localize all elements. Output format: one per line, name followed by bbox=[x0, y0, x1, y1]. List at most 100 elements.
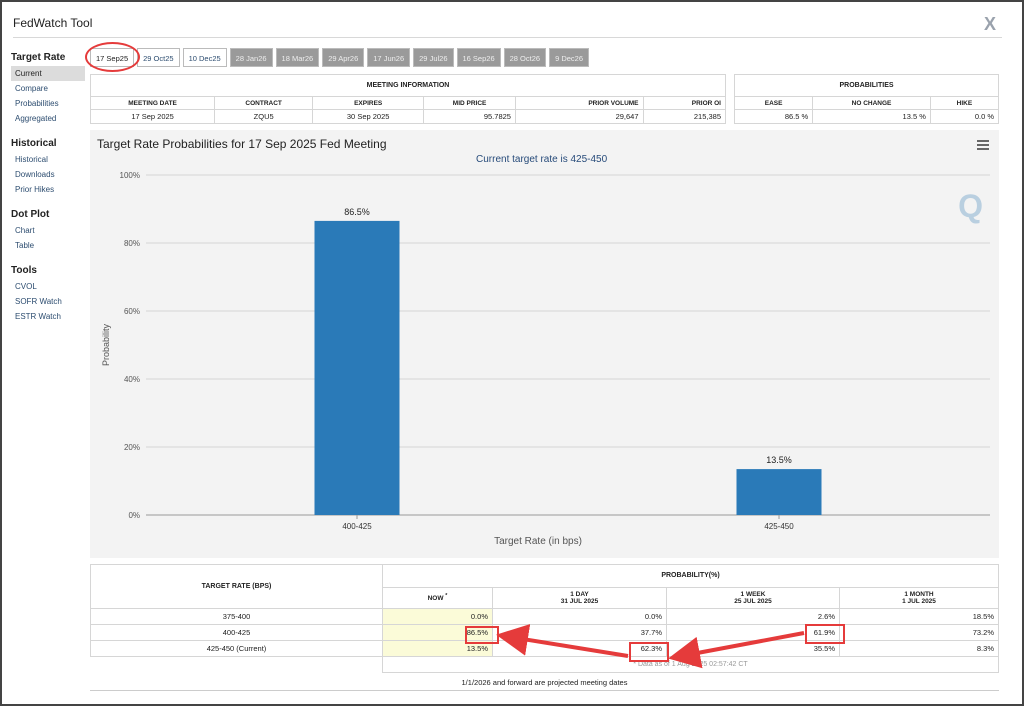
footer-divider bbox=[90, 690, 999, 691]
table-cell: 86.5 % bbox=[733, 109, 814, 124]
sidebar-item-table[interactable]: Table bbox=[15, 241, 35, 250]
probability-history-table: TARGET RATE (BPS) PROBABILITY(%) NOW * 1… bbox=[90, 564, 999, 673]
table-cell: 17 Sep 2025 bbox=[89, 109, 216, 124]
column-sublabel: 1 JUL 2025 bbox=[902, 597, 936, 605]
table-cell: ZQU5 bbox=[214, 109, 314, 124]
sidebar-group-tools: Tools CVOL SOFR Watch ESTR Watch bbox=[11, 265, 85, 324]
tab-meeting[interactable]: 29 Oct25 bbox=[137, 48, 180, 67]
chart-title: Target Rate Probabilities for 17 Sep 202… bbox=[97, 137, 387, 151]
column-header-probability: PROBABILITY(%) bbox=[382, 564, 999, 588]
column-header: CONTRACT bbox=[214, 96, 314, 110]
table-cell: 0.0 % bbox=[929, 109, 1000, 124]
table-row: 375-400 0.0% 0.0% 2.6% 18.5% bbox=[90, 608, 999, 625]
probabilities-table: PROBABILITIES EASE NO CHANGE HIKE 86.5 %… bbox=[733, 74, 1000, 124]
column-header: EXPIRES bbox=[312, 96, 425, 110]
data-label: 13.5% bbox=[766, 455, 792, 465]
sidebar-group-historical: Historical Historical Downloads Prior Hi… bbox=[11, 138, 85, 197]
column-header: NO CHANGE bbox=[812, 96, 931, 110]
sidebar-item-prior-hikes[interactable]: Prior Hikes bbox=[15, 185, 55, 194]
prob-cell: 8.3% bbox=[839, 640, 999, 657]
y-tick-label: 20% bbox=[124, 443, 140, 452]
close-icon[interactable]: X bbox=[983, 14, 996, 34]
table-cell: 215,385 bbox=[642, 109, 727, 124]
prob-cell: 35.5% bbox=[666, 640, 840, 657]
table-cell: 30 Sep 2025 bbox=[312, 109, 425, 124]
bar bbox=[736, 469, 822, 515]
column-header: EASE bbox=[733, 96, 814, 110]
header-divider bbox=[13, 37, 1002, 38]
sidebar-group-dot-plot: Dot Plot Chart Table bbox=[11, 209, 85, 253]
prob-cell-now: 13.5% bbox=[382, 640, 493, 657]
tab-meeting[interactable]: 29 Jul26 bbox=[413, 48, 454, 67]
prob-cell: 0.0% bbox=[492, 608, 667, 625]
sidebar-item-chart[interactable]: Chart bbox=[15, 226, 35, 235]
column-header: MID PRICE bbox=[423, 96, 516, 110]
column-header-1-week: 1 WEEK 25 JUL 2025 bbox=[666, 586, 840, 610]
chart-panel: Target Rate Probabilities for 17 Sep 202… bbox=[90, 130, 999, 558]
rate-cell: 425-450 (Current) bbox=[90, 640, 383, 657]
chart-subtitle: Current target rate is 425-450 bbox=[476, 154, 608, 165]
y-tick-label: 0% bbox=[128, 511, 140, 520]
sidebar: Target Rate Current Compare Probabilitie… bbox=[11, 52, 85, 324]
prob-cell: 2.6% bbox=[666, 608, 840, 625]
meeting-tabs: 17 Sep25 29 Oct25 10 Dec25 28 Jan26 18 M… bbox=[90, 48, 589, 67]
column-label: NOW bbox=[427, 595, 444, 603]
x-axis-label: Target Rate (in bps) bbox=[494, 536, 582, 547]
hamburger-menu-icon[interactable] bbox=[977, 140, 989, 150]
column-sublabel: 31 JUL 2025 bbox=[560, 597, 599, 605]
prob-cell: 62.3% bbox=[492, 640, 667, 657]
bar-chart: 0% 20% 40% 60% 80% 100% 86.5% 400-425 13.5% 425-4… bbox=[101, 171, 990, 547]
x-tick-label: 400-425 bbox=[342, 522, 372, 531]
y-tick-label: 80% bbox=[124, 239, 140, 248]
y-tick-label: 100% bbox=[120, 171, 140, 180]
sidebar-item-sofr-watch[interactable]: SOFR Watch bbox=[15, 297, 62, 306]
table-cell: 13.5 % bbox=[812, 109, 931, 124]
sidebar-item-current[interactable]: Current bbox=[11, 66, 85, 81]
column-label: 1 MONTH bbox=[904, 590, 934, 598]
column-header-1-day: 1 DAY 31 JUL 2025 bbox=[492, 586, 667, 610]
column-label: 1 WEEK bbox=[740, 590, 766, 598]
column-header: PRIOR VOLUME bbox=[514, 96, 644, 110]
projection-note: 1/1/2026 and forward are projected meeti… bbox=[461, 678, 628, 687]
sidebar-item-probabilities[interactable]: Probabilities bbox=[15, 99, 59, 108]
tab-meeting[interactable]: 18 Mar26 bbox=[275, 48, 320, 67]
prob-cell-now: 0.0% bbox=[382, 608, 493, 625]
tab-meeting[interactable]: 28 Oct26 bbox=[503, 48, 547, 67]
table-cell: 95.7825 bbox=[423, 109, 516, 124]
tab-meeting[interactable]: 28 Jan26 bbox=[229, 48, 273, 67]
tab-meeting[interactable]: 17 Jun26 bbox=[367, 48, 411, 67]
sidebar-item-cvol[interactable]: CVOL bbox=[15, 282, 37, 291]
data-label: 86.5% bbox=[344, 207, 370, 217]
selected-tab-highlight-circle bbox=[85, 42, 140, 72]
prob-cell: 18.5% bbox=[839, 608, 999, 625]
table-title: MEETING INFORMATION bbox=[90, 74, 726, 97]
x-tick-label: 425-450 bbox=[764, 522, 794, 531]
data-timestamp-footnote: * Data as of 1 Aug 2025 02:57:42 CT bbox=[382, 656, 999, 673]
tab-meeting[interactable]: 9 Dec26 bbox=[549, 48, 589, 67]
sidebar-item-compare[interactable]: Compare bbox=[15, 84, 48, 93]
sidebar-heading: Dot Plot bbox=[11, 209, 50, 220]
sidebar-item-downloads[interactable]: Downloads bbox=[15, 170, 55, 179]
sidebar-heading: Tools bbox=[11, 265, 37, 276]
column-sublabel: 25 JUL 2025 bbox=[734, 597, 772, 605]
tab-meeting[interactable]: 29 Apr26 bbox=[322, 48, 365, 67]
column-header-1-month: 1 MONTH 1 JUL 2025 bbox=[839, 586, 999, 610]
column-header-target-rate: TARGET RATE (BPS) bbox=[90, 564, 383, 609]
sidebar-item-aggregated[interactable]: Aggregated bbox=[15, 114, 57, 123]
sidebar-item-estr-watch[interactable]: ESTR Watch bbox=[15, 312, 61, 321]
app-title: FedWatch Tool bbox=[13, 16, 93, 30]
footnote-mark: * bbox=[445, 593, 448, 600]
table-row: 400-425 86.5% 37.7% 61.9% 73.2% bbox=[90, 624, 999, 641]
column-header: PRIOR OI bbox=[642, 96, 727, 110]
tab-meeting[interactable]: 10 Dec25 bbox=[182, 48, 227, 67]
prob-cell: 73.2% bbox=[839, 624, 999, 641]
sidebar-item-historical[interactable]: Historical bbox=[15, 155, 48, 164]
tab-meeting[interactable]: 16 Sep26 bbox=[456, 48, 501, 67]
sidebar-heading: Target Rate bbox=[11, 52, 66, 63]
column-header-now: NOW * bbox=[382, 586, 493, 610]
table-row: 425-450 (Current) 13.5% 62.3% 35.5% 8.3% bbox=[90, 640, 999, 657]
column-label: 1 DAY bbox=[570, 590, 589, 598]
table-title: PROBABILITIES bbox=[734, 74, 999, 97]
rate-cell: 400-425 bbox=[90, 624, 383, 641]
